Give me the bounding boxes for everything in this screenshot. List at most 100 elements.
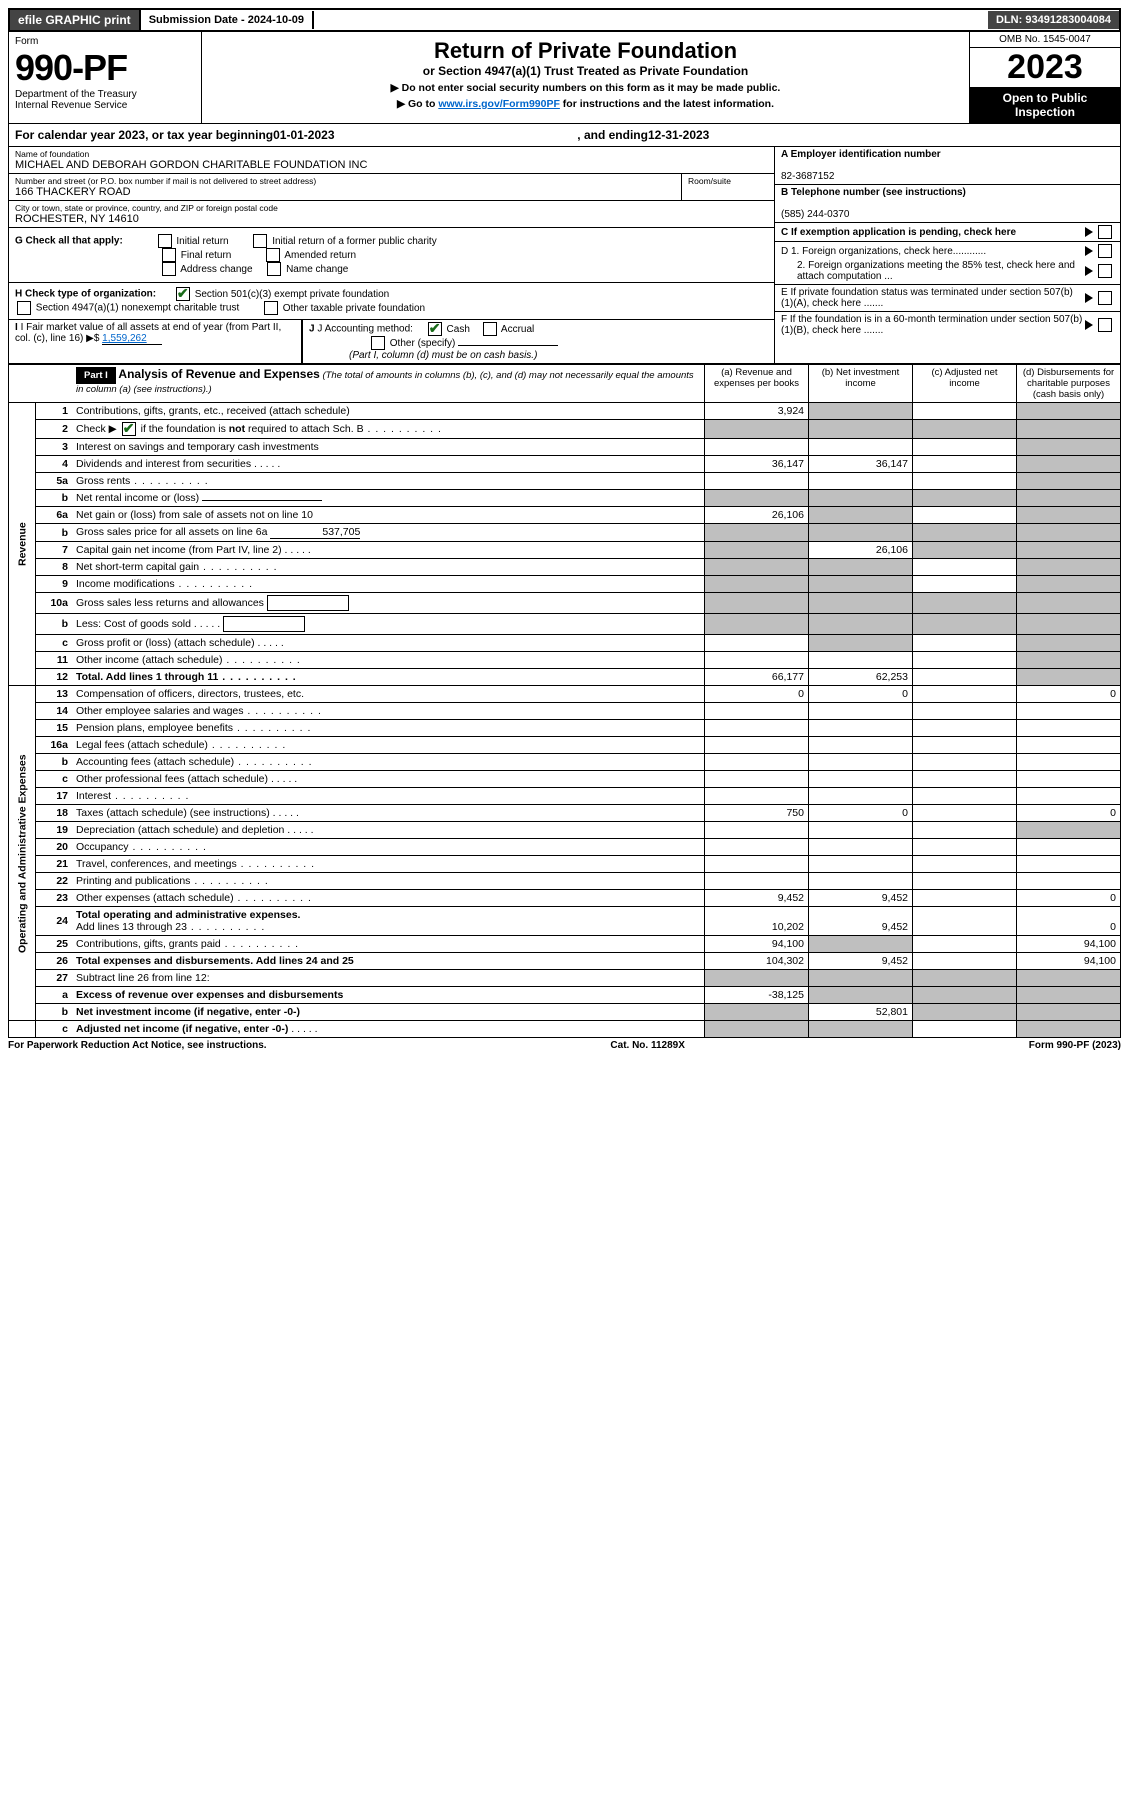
part1-title: Analysis of Revenue and Expenses bbox=[118, 367, 319, 381]
l24-b: 9,452 bbox=[809, 907, 913, 936]
check-4947[interactable] bbox=[17, 301, 31, 315]
calyear-mid: , and ending bbox=[577, 128, 648, 142]
line-18: Taxes (attach schedule) (see instruction… bbox=[76, 807, 270, 819]
j-cash: Cash bbox=[447, 324, 470, 335]
page-footer: For Paperwork Reduction Act Notice, see … bbox=[8, 1038, 1121, 1051]
line-14: Other employee salaries and wages bbox=[76, 705, 244, 717]
check-accrual[interactable] bbox=[483, 322, 497, 336]
col-c-header: (c) Adjusted net income bbox=[913, 365, 1017, 403]
line-16c: Other professional fees (attach schedule… bbox=[76, 773, 268, 785]
c-label: C If exemption application is pending, c… bbox=[781, 227, 1085, 238]
check-other-taxable[interactable] bbox=[264, 301, 278, 315]
g-final: Final return bbox=[181, 250, 232, 261]
line-27b: Net investment income (if negative, ente… bbox=[76, 1006, 300, 1018]
info-section: Name of foundation MICHAEL AND DEBORAH G… bbox=[8, 147, 1121, 364]
e-label: E If private foundation status was termi… bbox=[781, 287, 1085, 309]
l4-b: 36,147 bbox=[809, 456, 913, 473]
line-24: Total operating and administrative expen… bbox=[76, 909, 300, 921]
l4-a: 36,147 bbox=[705, 456, 809, 473]
l26-b: 9,452 bbox=[809, 953, 913, 970]
check-other-method[interactable] bbox=[371, 336, 385, 350]
f-label: F If the foundation is in a 60-month ter… bbox=[781, 314, 1085, 336]
arrow-dollar: ▶$ bbox=[86, 333, 102, 344]
check-d1[interactable] bbox=[1098, 244, 1112, 258]
instruction-2: ▶ Go to www.irs.gov/Form990PF for instru… bbox=[208, 98, 963, 110]
calyear-end: 12-31-2023 bbox=[648, 128, 709, 142]
check-f[interactable] bbox=[1098, 318, 1112, 332]
col-a-header: (a) Revenue and expenses per books bbox=[705, 365, 809, 403]
instr2-post: for instructions and the latest informat… bbox=[560, 98, 774, 110]
h-4947: Section 4947(a)(1) nonexempt charitable … bbox=[36, 303, 239, 314]
l18-d: 0 bbox=[1017, 805, 1121, 822]
check-exemption-pending[interactable] bbox=[1098, 225, 1112, 239]
ein-value: 82-3687152 bbox=[781, 171, 834, 182]
l13-b: 0 bbox=[809, 686, 913, 703]
l6a-a: 26,106 bbox=[705, 507, 809, 524]
check-final-return[interactable] bbox=[162, 248, 176, 262]
irs-label: Internal Revenue Service bbox=[15, 100, 195, 111]
line-27a: Excess of revenue over expenses and disb… bbox=[72, 987, 705, 1004]
fmv-value[interactable]: 1,559,262 bbox=[102, 333, 162, 345]
check-amended[interactable] bbox=[266, 248, 280, 262]
line-12: Total. Add lines 1 through 11 bbox=[76, 671, 218, 683]
l27b-b: 52,801 bbox=[809, 1004, 913, 1021]
l23-a: 9,452 bbox=[705, 890, 809, 907]
calyear-begin: 01-01-2023 bbox=[273, 128, 334, 142]
line-6b: Gross sales price for all assets on line… bbox=[76, 526, 267, 538]
street-address: 166 THACKERY ROAD bbox=[15, 186, 675, 198]
line-27c: Adjusted net income (if negative, enter … bbox=[76, 1023, 288, 1035]
check-initial-former[interactable] bbox=[253, 234, 267, 248]
g-initial: Initial return bbox=[176, 236, 228, 247]
check-address-change[interactable] bbox=[162, 262, 176, 276]
calyear-pre: For calendar year 2023, or tax year begi… bbox=[15, 128, 273, 142]
form-subtitle: or Section 4947(a)(1) Trust Treated as P… bbox=[208, 64, 963, 78]
j-note: (Part I, column (d) must be on cash basi… bbox=[349, 350, 537, 361]
ein-label: A Employer identification number bbox=[781, 149, 941, 160]
line-11: Other income (attach schedule) bbox=[76, 654, 223, 666]
arrow-icon bbox=[1085, 320, 1093, 330]
l25-d: 94,100 bbox=[1017, 936, 1121, 953]
l24-d: 0 bbox=[1017, 907, 1121, 936]
footer-form: Form 990-PF (2023) bbox=[1029, 1040, 1121, 1051]
form-header: Form 990-PF Department of the Treasury I… bbox=[8, 32, 1121, 124]
efile-print-button[interactable]: efile GRAPHIC print bbox=[10, 10, 141, 30]
l26-d: 94,100 bbox=[1017, 953, 1121, 970]
j-accrual: Accrual bbox=[501, 324, 534, 335]
expenses-side-label: Operating and Administrative Expenses bbox=[9, 686, 36, 1021]
g-addr-change: Address change bbox=[180, 264, 252, 275]
g-label: G Check all that apply: bbox=[15, 236, 123, 247]
d1-label: D 1. Foreign organizations, check here..… bbox=[781, 246, 1085, 257]
line-26: Total expenses and disbursements. Add li… bbox=[72, 953, 705, 970]
check-sch-b[interactable] bbox=[122, 422, 136, 436]
check-initial-return[interactable] bbox=[158, 234, 172, 248]
l13-a: 0 bbox=[705, 686, 809, 703]
check-name-change[interactable] bbox=[267, 262, 281, 276]
line-10a: Gross sales less returns and allowances bbox=[76, 597, 264, 609]
room-label: Room/suite bbox=[688, 176, 768, 186]
irs-link[interactable]: www.irs.gov/Form990PF bbox=[438, 98, 560, 110]
l2-pre: Check ▶ bbox=[76, 423, 117, 435]
line-22: Printing and publications bbox=[76, 875, 190, 887]
instruction-1: ▶ Do not enter social security numbers o… bbox=[208, 82, 963, 94]
h-other: Other taxable private foundation bbox=[283, 303, 425, 314]
j-other: Other (specify) bbox=[390, 338, 456, 349]
check-501c3[interactable] bbox=[176, 287, 190, 301]
check-d2[interactable] bbox=[1098, 264, 1112, 278]
l18-b: 0 bbox=[809, 805, 913, 822]
omb-number: OMB No. 1545-0047 bbox=[970, 32, 1120, 48]
phone-value: (585) 244-0370 bbox=[781, 209, 849, 220]
dln-label: DLN: 93491283004084 bbox=[988, 11, 1119, 29]
line-16a: Legal fees (attach schedule) bbox=[76, 739, 208, 751]
l23-b: 9,452 bbox=[809, 890, 913, 907]
check-e[interactable] bbox=[1098, 291, 1112, 305]
arrow-icon bbox=[1085, 266, 1093, 276]
l6b-val: 537,705 bbox=[270, 526, 360, 539]
line-16b: Accounting fees (attach schedule) bbox=[76, 756, 234, 768]
j-label: J Accounting method: bbox=[317, 324, 413, 335]
calendar-year-row: For calendar year 2023, or tax year begi… bbox=[8, 124, 1121, 147]
check-cash[interactable] bbox=[428, 322, 442, 336]
l2-post: if the foundation is not required to att… bbox=[141, 423, 364, 435]
l12-a: 66,177 bbox=[705, 669, 809, 686]
h-label: H Check type of organization: bbox=[15, 289, 156, 300]
line-4: Dividends and interest from securities bbox=[76, 458, 251, 470]
